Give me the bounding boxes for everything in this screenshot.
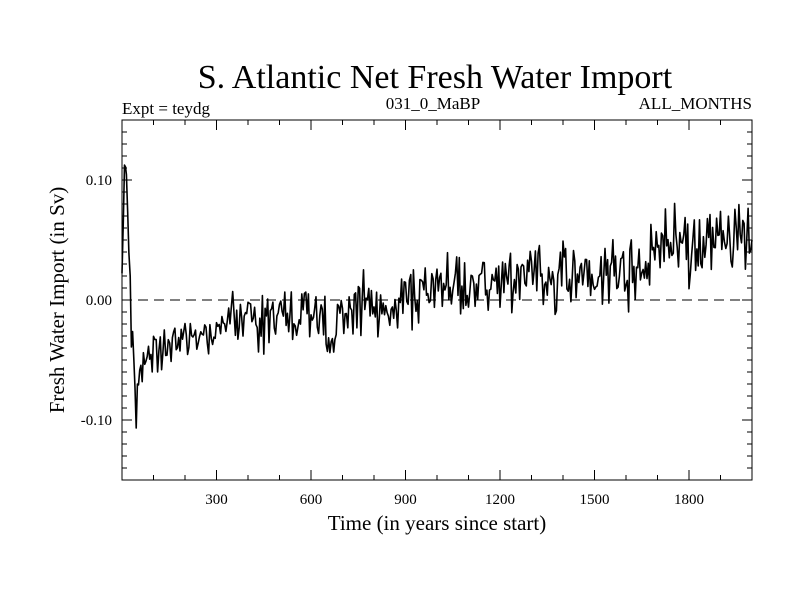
x-axis-label: Time (in years since start) [328, 511, 547, 535]
y-tick-labels: 0.10 0.00 -0.10 [81, 173, 112, 429]
x-tick-label: 600 [300, 492, 323, 508]
x-tick-label: 1200 [485, 492, 515, 508]
x-tick-label: 1500 [580, 492, 610, 508]
x-tick-label: 300 [205, 492, 228, 508]
x-tick-label: 900 [394, 492, 417, 508]
subtitle-experiment: Expt = teydg [122, 99, 210, 118]
chart-title: S. Atlantic Net Fresh Water Import [198, 59, 673, 96]
y-tick-label: -0.10 [81, 413, 112, 429]
y-axis-label: Fresh Water Import (in Sv) [45, 187, 69, 414]
y-tick-label: 0.00 [86, 293, 112, 309]
series-line-fresh-water-import [121, 164, 753, 429]
subtitle-months: ALL_MONTHS [639, 94, 752, 113]
x-tick-labels: 300 600 900 1200 1500 1800 [205, 492, 704, 508]
subtitle-period: 031_0_MaBP [386, 94, 480, 113]
y-tick-label: 0.10 [86, 173, 112, 189]
x-tick-label: 1800 [674, 492, 704, 508]
